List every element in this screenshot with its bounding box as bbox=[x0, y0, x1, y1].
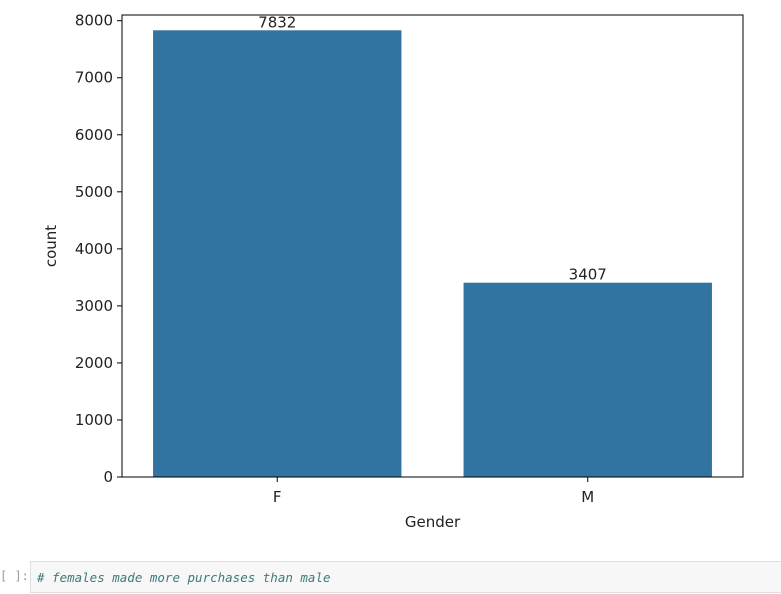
y-axis-title: count bbox=[42, 225, 60, 267]
y-tick-label: 5000 bbox=[75, 183, 113, 201]
y-tick-label: 3000 bbox=[75, 297, 113, 315]
bar-F bbox=[153, 30, 402, 478]
code-comment: # females made more purchases than male bbox=[37, 570, 331, 585]
bar-chart: 0 1000 2000 3000 4000 5000 6000 7000 8000 7832 34… bbox=[42, 12, 744, 531]
bars: 7832 3407 bbox=[153, 13, 712, 478]
y-axis-ticks: 0 1000 2000 3000 4000 5000 6000 7000 8000 bbox=[75, 12, 122, 486]
data-label-M: 3407 bbox=[569, 266, 607, 284]
y-tick-label: 2000 bbox=[75, 354, 113, 372]
y-tick-label: 4000 bbox=[75, 240, 113, 258]
bar-M bbox=[463, 282, 712, 477]
notebook-cell: [ ]: # females made more purchases than … bbox=[0, 560, 781, 594]
cell-prompt: [ ]: bbox=[0, 569, 28, 583]
y-tick-label: 0 bbox=[103, 468, 113, 486]
cell-input-area[interactable]: # females made more purchases than male bbox=[30, 561, 781, 593]
x-tick-label-M: M bbox=[581, 488, 594, 506]
data-label-F: 7832 bbox=[258, 13, 296, 31]
y-tick-label: 1000 bbox=[75, 411, 113, 429]
x-axis-title: Gender bbox=[405, 513, 461, 531]
y-tick-label: 7000 bbox=[75, 69, 113, 87]
x-tick-label-F: F bbox=[273, 488, 282, 506]
plot-frame bbox=[121, 14, 744, 478]
y-tick-label: 6000 bbox=[75, 126, 113, 144]
y-tick-label: 8000 bbox=[75, 12, 113, 30]
